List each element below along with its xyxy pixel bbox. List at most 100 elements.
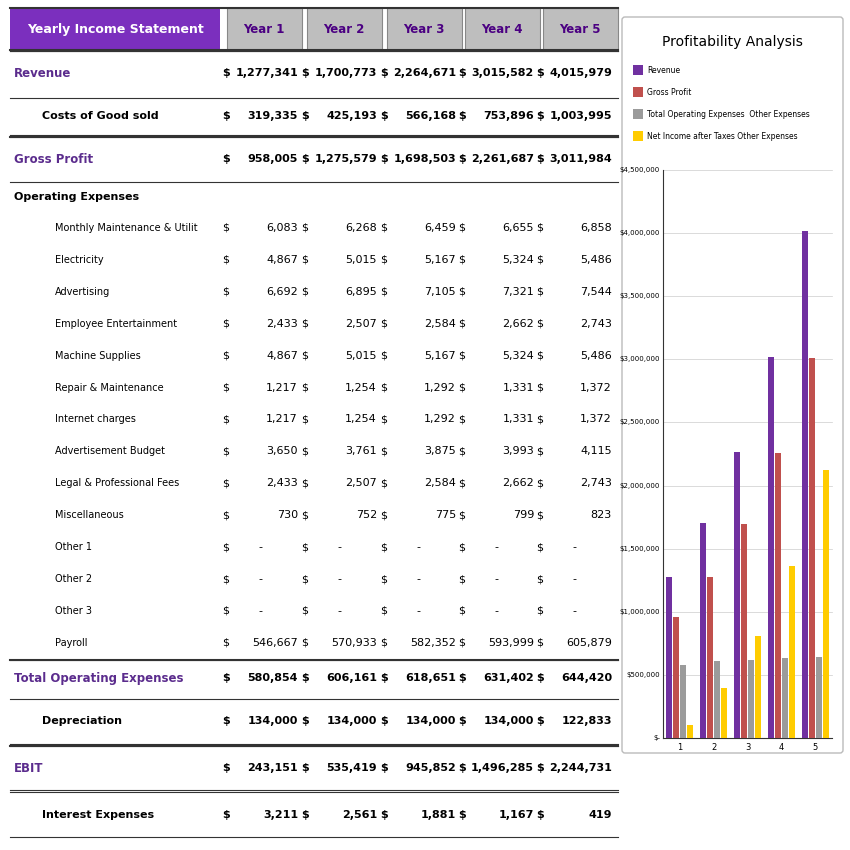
Text: 546,667: 546,667 — [252, 638, 298, 648]
Bar — [465, 8, 540, 50]
Bar — [673, 617, 679, 738]
Text: 5,486: 5,486 — [581, 255, 612, 265]
Text: $: $ — [222, 574, 229, 584]
Text: -: - — [572, 606, 576, 616]
Bar — [782, 658, 788, 738]
Text: $: $ — [222, 415, 229, 424]
Text: $: $ — [536, 810, 544, 819]
Text: $: $ — [301, 638, 308, 648]
Text: 1,167: 1,167 — [499, 810, 534, 819]
Text: -: - — [572, 542, 576, 552]
Text: $: $ — [536, 68, 544, 78]
Text: $: $ — [301, 673, 309, 683]
Text: $: $ — [536, 223, 543, 233]
Text: $: $ — [380, 574, 387, 584]
Text: $: $ — [380, 638, 387, 648]
Text: $: $ — [458, 717, 466, 727]
Text: 419: 419 — [588, 810, 612, 819]
Text: 3,011,984: 3,011,984 — [549, 154, 612, 164]
Text: $: $ — [458, 606, 465, 616]
Text: Miscellaneous: Miscellaneous — [55, 510, 124, 520]
Text: 1,254: 1,254 — [345, 415, 377, 424]
Text: 1,217: 1,217 — [266, 415, 298, 424]
Bar — [748, 660, 754, 738]
Text: $: $ — [536, 510, 543, 520]
Text: 2,244,731: 2,244,731 — [549, 763, 612, 773]
Text: $: $ — [301, 382, 308, 393]
Text: $: $ — [458, 763, 466, 773]
Text: 3: 3 — [745, 743, 751, 752]
Text: $: $ — [458, 446, 465, 456]
Text: $: $ — [301, 717, 309, 727]
Text: $4,000,000: $4,000,000 — [620, 230, 660, 236]
Text: $: $ — [222, 111, 230, 122]
Text: $: $ — [380, 810, 388, 819]
Text: $: $ — [536, 479, 543, 488]
Text: 5,015: 5,015 — [345, 351, 377, 360]
Text: 945,852: 945,852 — [405, 763, 456, 773]
Text: 134,000: 134,000 — [326, 717, 377, 727]
Text: $: $ — [222, 606, 229, 616]
Text: Total Operating Expenses  Other Expenses: Total Operating Expenses Other Expenses — [647, 110, 810, 118]
Text: 753,896: 753,896 — [484, 111, 534, 122]
Text: $: $ — [458, 574, 465, 584]
Text: $: $ — [458, 351, 465, 360]
Text: Operating Expenses: Operating Expenses — [14, 192, 139, 202]
Text: -: - — [258, 574, 262, 584]
Text: $: $ — [222, 542, 229, 552]
Text: 1,496,285: 1,496,285 — [471, 763, 534, 773]
Text: $: $ — [536, 415, 543, 424]
Text: $: $ — [301, 154, 309, 164]
Text: Machine Supplies: Machine Supplies — [55, 351, 141, 360]
Text: $: $ — [222, 351, 229, 360]
Bar — [227, 8, 302, 50]
Text: $: $ — [536, 638, 543, 648]
Text: 1,292: 1,292 — [424, 415, 456, 424]
Text: $: $ — [222, 810, 230, 819]
Text: $: $ — [301, 574, 308, 584]
Text: 319,335: 319,335 — [247, 111, 298, 122]
Text: -: - — [337, 574, 341, 584]
Text: 566,168: 566,168 — [405, 111, 456, 122]
Text: $: $ — [536, 717, 544, 727]
Text: 631,402: 631,402 — [484, 673, 534, 683]
Text: 1,698,503: 1,698,503 — [394, 154, 456, 164]
Text: $: $ — [536, 255, 543, 265]
Bar — [666, 577, 672, 738]
Text: $: $ — [536, 351, 543, 360]
Text: 752: 752 — [356, 510, 377, 520]
Text: 6,268: 6,268 — [345, 223, 377, 233]
Text: $3,000,000: $3,000,000 — [620, 356, 660, 362]
Text: $: $ — [536, 154, 544, 164]
Text: Total Operating Expenses: Total Operating Expenses — [14, 672, 184, 685]
Text: $: $ — [380, 255, 387, 265]
Text: 3,015,582: 3,015,582 — [472, 68, 534, 78]
Text: 4: 4 — [779, 743, 784, 752]
Text: Other 2: Other 2 — [55, 574, 92, 584]
Text: $: $ — [458, 111, 466, 122]
Text: $: $ — [458, 223, 465, 233]
Text: $: $ — [301, 606, 308, 616]
Text: Profitability Analysis: Profitability Analysis — [662, 35, 803, 49]
Text: 425,193: 425,193 — [326, 111, 377, 122]
Text: $: $ — [380, 154, 388, 164]
Text: 134,000: 134,000 — [484, 717, 534, 727]
Text: 570,933: 570,933 — [332, 638, 377, 648]
Text: 2,507: 2,507 — [345, 319, 377, 329]
Text: 1,331: 1,331 — [502, 382, 534, 393]
Text: $: $ — [301, 446, 308, 456]
Bar — [741, 524, 747, 738]
Text: $: $ — [536, 319, 543, 329]
Text: 5,015: 5,015 — [345, 255, 377, 265]
Text: -: - — [337, 542, 341, 552]
Text: $: $ — [301, 286, 308, 297]
Text: $: $ — [380, 415, 387, 424]
Text: EBIT: EBIT — [14, 762, 43, 774]
Text: 5,324: 5,324 — [502, 351, 534, 360]
Text: $: $ — [301, 542, 308, 552]
Text: $: $ — [380, 606, 387, 616]
Text: 618,651: 618,651 — [405, 673, 456, 683]
Text: 6,459: 6,459 — [424, 223, 456, 233]
Text: -: - — [416, 606, 420, 616]
Text: $: $ — [222, 510, 229, 520]
